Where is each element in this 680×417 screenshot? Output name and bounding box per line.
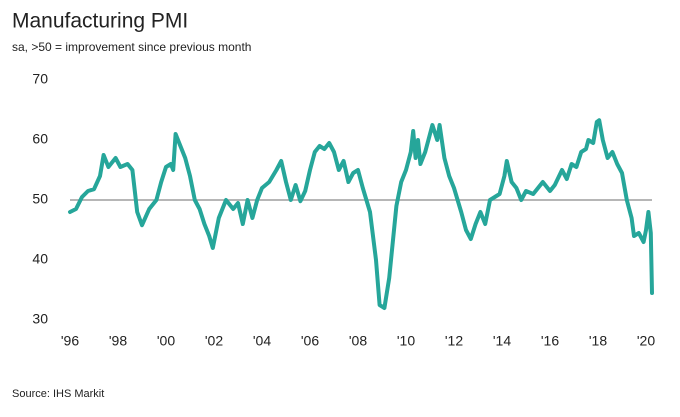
- x-tick-label: '16: [541, 333, 559, 349]
- x-tick-label: '96: [61, 333, 79, 349]
- data-line: [68, 118, 654, 310]
- x-tick-label: '20: [637, 333, 655, 349]
- x-tick-label: '10: [397, 333, 415, 349]
- y-tick-label: 70: [32, 71, 48, 87]
- chart-title: Manufacturing PMI: [12, 10, 188, 33]
- x-tick-label: '08: [349, 333, 367, 349]
- chart-subtitle: sa, >50 = improvement since previous mon…: [12, 40, 251, 54]
- x-tick-label: '06: [301, 333, 319, 349]
- x-tick-label: '00: [157, 333, 175, 349]
- y-tick-label: 40: [32, 251, 48, 267]
- y-tick-label: 50: [32, 191, 48, 207]
- x-tick-label: '12: [445, 333, 463, 349]
- x-tick-label: '98: [109, 333, 127, 349]
- y-tick-label: 30: [32, 311, 48, 327]
- x-tick-label: '18: [589, 333, 607, 349]
- x-tick-label: '14: [493, 333, 511, 349]
- x-tick-label: '02: [205, 333, 223, 349]
- y-tick-label: 60: [32, 131, 48, 147]
- x-tick-label: '04: [253, 333, 271, 349]
- source: Source: IHS Markit: [12, 388, 104, 400]
